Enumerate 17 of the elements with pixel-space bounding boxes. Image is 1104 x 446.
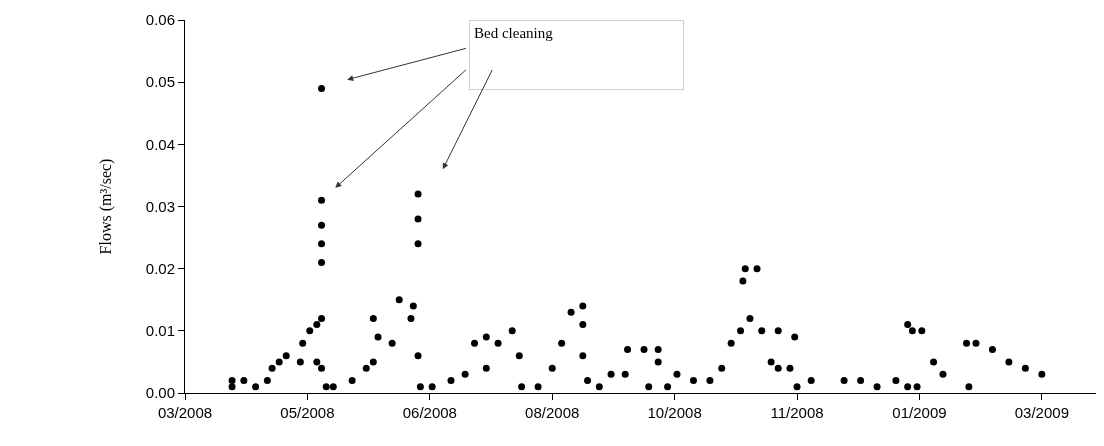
x-tick-label: 11/2008 <box>770 404 824 421</box>
x-tick-label: 03/2008 <box>157 404 213 421</box>
x-tick-label: 03/2009 <box>1014 404 1069 421</box>
y-tick-label: 0.05 <box>145 73 175 91</box>
x-tick-label: 05/2008 <box>280 404 335 421</box>
y-tick-label: 0.02 <box>145 259 175 277</box>
y-axis-title: Flows (m³/sec) <box>96 158 115 255</box>
y-tick-label: 0.04 <box>145 135 175 153</box>
y-tick-label: 0.00 <box>145 384 175 402</box>
x-tick-label: 08/2008 <box>525 404 580 421</box>
y-tick-label: 0.06 <box>145 11 175 29</box>
x-tick-label: 06/2008 <box>402 404 457 421</box>
x-tick-label: 10/2008 <box>647 404 702 421</box>
y-tick-label: 0.03 <box>145 197 175 215</box>
x-tick-label: 01/2009 <box>892 404 947 421</box>
y-tick-label: 0.01 <box>145 322 175 340</box>
annotation: Bed cleaning <box>474 25 554 41</box>
